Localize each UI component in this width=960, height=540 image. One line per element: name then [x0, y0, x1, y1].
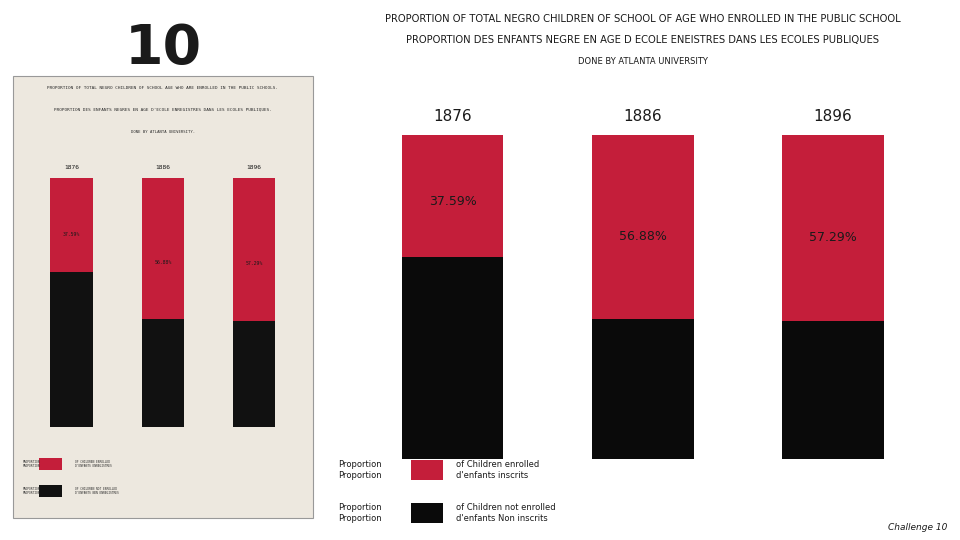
Text: 1886: 1886	[624, 109, 662, 124]
Text: 1896: 1896	[814, 109, 852, 124]
Bar	[402, 257, 503, 459]
Bar	[411, 503, 444, 523]
Text: PROPORTION
PROPORTION: PROPORTION PROPORTION	[23, 487, 40, 495]
Bar	[142, 320, 184, 427]
Text: PROPORTION
PROPORTION: PROPORTION PROPORTION	[23, 460, 40, 468]
Bar	[782, 321, 884, 459]
Bar	[233, 321, 276, 427]
FancyBboxPatch shape	[13, 76, 313, 518]
Text: of Children enrolled
d'enfants inscrits: of Children enrolled d'enfants inscrits	[456, 460, 539, 480]
Text: OF CHILDREN ENROLLED
D'ENFANTS ENREGISTRES: OF CHILDREN ENROLLED D'ENFANTS ENREGISTR…	[75, 460, 111, 468]
Text: 57.29%: 57.29%	[246, 261, 263, 266]
Text: PROPORTION DES ENFANTS NEGRE EN AGE D ECOLE ENEISTRES DANS LES ECOLES PUBLIQUES: PROPORTION DES ENFANTS NEGRE EN AGE D EC…	[406, 35, 879, 45]
Text: Challenge 10: Challenge 10	[888, 523, 948, 532]
Text: PROPORTION OF TOTAL NEGRO CHILDREN OF SCHOOL AGE WHO ARE ENROLLED IN THE PUBLIC : PROPORTION OF TOTAL NEGRO CHILDREN OF SC…	[47, 86, 278, 90]
Bar	[142, 178, 184, 320]
Text: PROPORTION DES ENFANTS NEGRES EN AGE D'ECOLE ENREGISTRES DANS LES ECOLES PUBLIQU: PROPORTION DES ENFANTS NEGRES EN AGE D'E…	[54, 108, 272, 112]
Text: OF CHILDREN NOT ENROLLED
D'ENFANTS NON ENREGISTRES: OF CHILDREN NOT ENROLLED D'ENFANTS NON E…	[75, 487, 119, 495]
Text: 37.59%: 37.59%	[63, 232, 81, 237]
Text: 1886: 1886	[156, 165, 170, 170]
Text: 56.88%: 56.88%	[155, 260, 172, 266]
Text: Proportion
Proportion: Proportion Proportion	[339, 460, 382, 480]
Bar	[592, 135, 693, 319]
Text: 1876: 1876	[433, 109, 472, 124]
Bar	[411, 460, 444, 480]
Bar	[233, 178, 276, 321]
Bar	[39, 458, 61, 470]
Bar	[39, 485, 61, 497]
Text: DONE BY ATLANTA UNIVERSITY.: DONE BY ATLANTA UNIVERSITY.	[131, 130, 195, 133]
Text: 1896: 1896	[247, 165, 261, 170]
Text: DONE BY ATLANTA UNIVERSITY: DONE BY ATLANTA UNIVERSITY	[578, 57, 708, 66]
Bar	[592, 319, 693, 459]
Bar	[51, 178, 93, 272]
Bar	[782, 135, 884, 321]
Text: 37.59%: 37.59%	[429, 195, 476, 208]
Text: 56.88%: 56.88%	[619, 230, 667, 243]
Text: 57.29%: 57.29%	[809, 231, 857, 244]
Bar	[51, 272, 93, 427]
Text: PROPORTION OF TOTAL NEGRO CHILDREN OF SCHOOL OF AGE WHO ENROLLED IN THE PUBLIC S: PROPORTION OF TOTAL NEGRO CHILDREN OF SC…	[385, 14, 900, 24]
Bar	[402, 135, 503, 257]
Text: 10: 10	[124, 22, 202, 76]
Text: Proportion
Proportion: Proportion Proportion	[339, 503, 382, 523]
Text: of Children not enrolled
d'enfants Non inscrits: of Children not enrolled d'enfants Non i…	[456, 503, 556, 523]
Text: 1876: 1876	[64, 165, 79, 170]
